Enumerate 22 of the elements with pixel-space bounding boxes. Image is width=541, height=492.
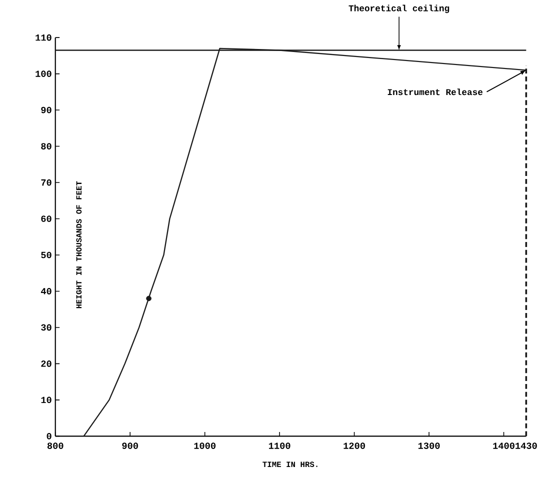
y-tick-label: 70	[41, 180, 52, 186]
x-tick-label: 1430	[516, 442, 537, 450]
y-tick-label: 90	[41, 107, 52, 114]
y-tick-label: 100	[36, 70, 52, 78]
y-tick-label: 50	[41, 252, 52, 258]
y-tick-label: 0	[46, 433, 52, 440]
y-tick-label: 30	[41, 324, 52, 331]
y-tick-label: 20	[41, 360, 52, 368]
y-tick-label: 60	[41, 216, 52, 222]
x-tick-label: 1000	[194, 442, 216, 450]
y-tick-label: 10	[41, 396, 52, 404]
x-tick-label: 1300	[418, 442, 440, 450]
x-tick-label: 1100	[268, 442, 290, 450]
x-tick-label: 900	[122, 442, 138, 450]
y-tick-label: 40	[40, 288, 52, 295]
y-tick-label: 80	[41, 143, 52, 150]
ref-line-label: Theoretical ceiling	[348, 4, 450, 14]
x-tick-label: 1200	[344, 442, 365, 450]
y-tick-label: 110	[36, 34, 52, 41]
annotation: Instrument Release	[388, 88, 483, 96]
x-tick-label: 800	[47, 442, 64, 450]
x-tick-label: 1400	[493, 442, 514, 450]
